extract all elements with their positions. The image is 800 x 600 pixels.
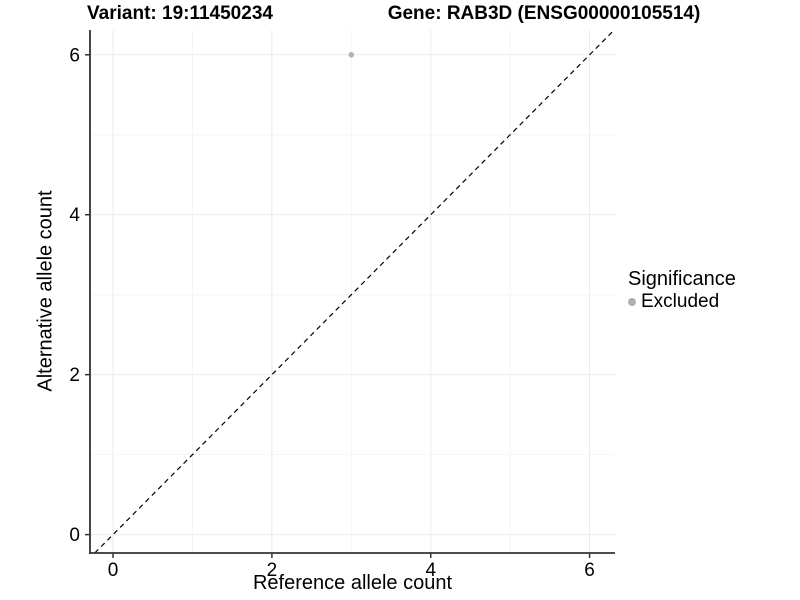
x-axis-title: Reference allele count — [252, 572, 452, 594]
legend-item-label: Excluded — [641, 291, 720, 312]
identity-line — [94, 29, 615, 554]
y-tick-label: 2 — [69, 365, 80, 386]
x-tick-label: 0 — [108, 560, 119, 581]
legend-title: Significance — [628, 268, 736, 290]
x-tick-label: 2 — [267, 560, 278, 581]
y-tick-label: 0 — [69, 525, 80, 546]
y-tick-label: 4 — [69, 205, 80, 226]
variant-title: Variant: 19:11450234 — [87, 3, 273, 24]
data-point — [348, 51, 355, 58]
excluded-point-swatch — [628, 298, 636, 306]
x-tick-label: 6 — [584, 560, 595, 581]
y-tick-label: 6 — [69, 45, 80, 66]
x-tick-label: 4 — [425, 560, 436, 581]
legend: Significance Excluded — [628, 267, 736, 313]
legend-item-excluded: Excluded — [628, 291, 736, 313]
y-axis-title: Alternative allele count — [34, 190, 57, 392]
gene-title: Gene: RAB3D (ENSG00000105514) — [387, 3, 701, 24]
